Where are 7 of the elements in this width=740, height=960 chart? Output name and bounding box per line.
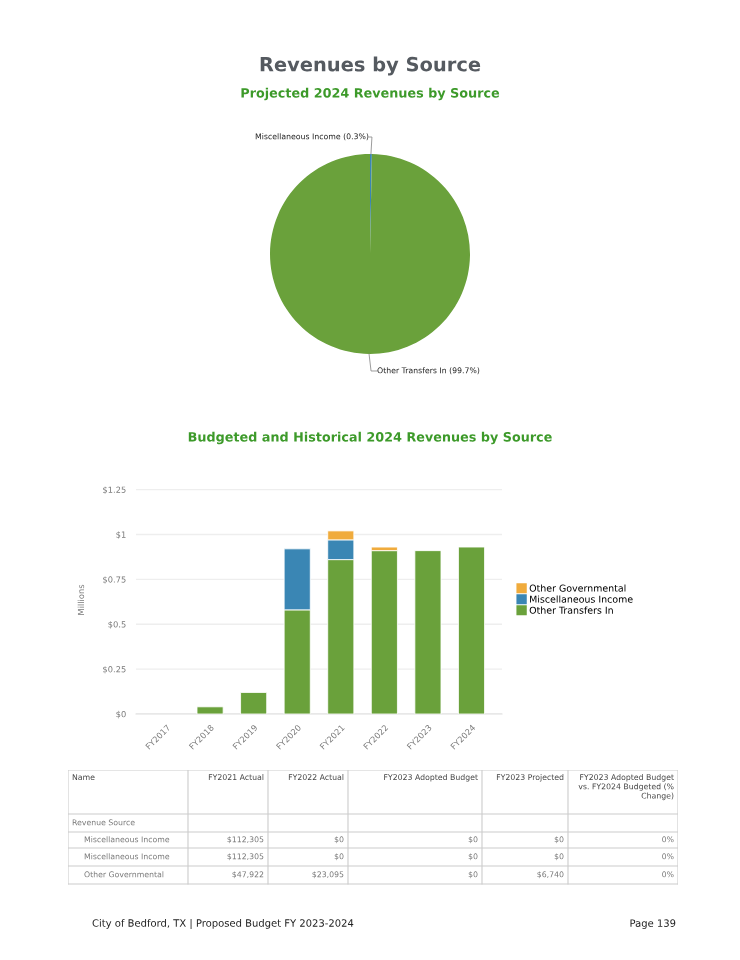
chart-title: Revenues by Source	[260, 56, 481, 76]
bar	[458, 546, 485, 714]
bar	[240, 692, 268, 714]
bar	[196, 706, 224, 714]
bar	[414, 550, 442, 714]
bar	[370, 550, 398, 714]
pie-slice	[270, 154, 470, 354]
